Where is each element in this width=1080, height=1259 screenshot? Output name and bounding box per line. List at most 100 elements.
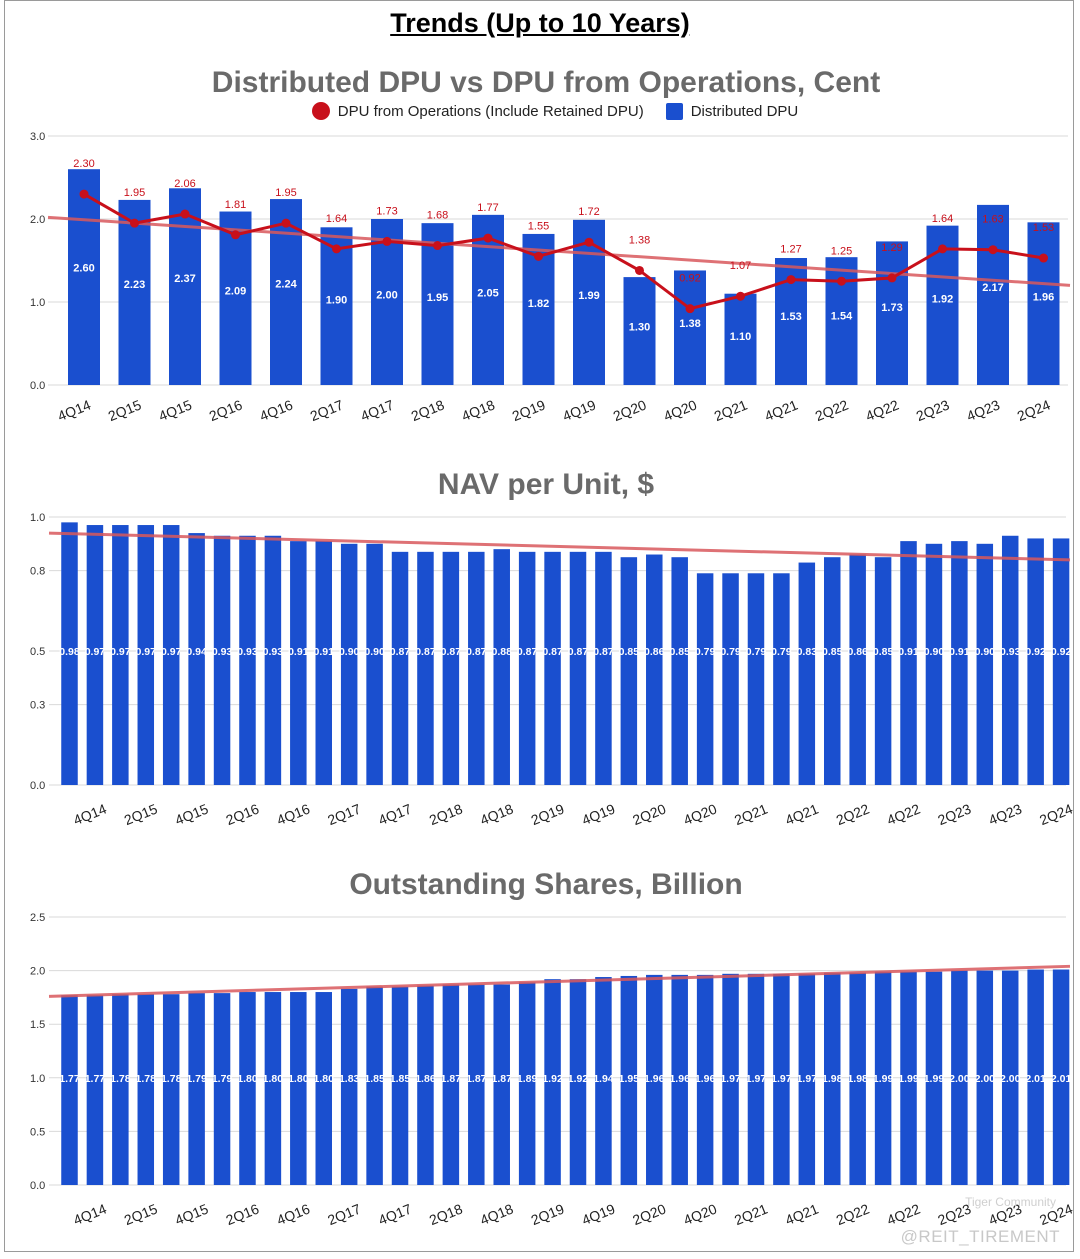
bar-value-label: 1.96 (669, 1073, 690, 1085)
bar-value-label: 1.92 (932, 293, 953, 305)
bar (1027, 222, 1060, 385)
bar (518, 982, 536, 1185)
x-tick-label: 4Q17 (376, 1200, 414, 1228)
line-point (433, 241, 442, 251)
bar-value-label: 2.23 (124, 279, 145, 291)
x-tick-label: 4Q16 (274, 1200, 312, 1228)
x-tick-label: 4Q16 (257, 396, 295, 424)
bar-value-label: 1.53 (780, 311, 801, 323)
bar-value-label: 0.87 (415, 646, 436, 658)
bar-value-label: 1.30 (629, 322, 650, 334)
bar (773, 973, 790, 1185)
bar (798, 562, 816, 785)
bar-value-label: 1.96 (1033, 292, 1054, 304)
chart-frame (4, 0, 1074, 1252)
legend-square-icon (665, 102, 683, 120)
line-value-label: 1.72 (578, 206, 599, 218)
bar (61, 522, 78, 785)
bar-value-label: 2.24 (275, 279, 297, 291)
legend-item-dpu-operations: DPU from Operations (Include Retained DP… (311, 102, 644, 120)
bar-value-label: 1.10 (730, 331, 751, 343)
x-tick-label: 4Q19 (579, 800, 617, 828)
x-tick-label: 4Q14 (71, 800, 109, 828)
bar-value-label: 2.01 (1025, 1073, 1046, 1085)
bar (315, 541, 332, 785)
bar-value-label: 1.80 (263, 1073, 284, 1085)
bar (1027, 969, 1044, 1185)
x-tick-label: 4Q22 (863, 396, 901, 424)
bar (722, 973, 739, 1185)
bar-value-label: 0.97 (161, 646, 182, 658)
watermark-secondary: Tiger Community (965, 1195, 1056, 1209)
x-tick-label: 2Q21 (732, 1200, 770, 1228)
bar (442, 551, 460, 785)
line-value-label: 1.38 (629, 234, 650, 246)
bar (493, 984, 510, 1185)
bar (417, 551, 434, 785)
bar-value-label: 2.17 (982, 282, 1003, 294)
bar-value-label: 0.83 (797, 646, 818, 658)
bar (137, 525, 155, 785)
x-tick-label: 2Q22 (834, 800, 872, 828)
y-tick-label: 0.0 (30, 1180, 45, 1192)
bar-value-label: 1.87 (492, 1073, 513, 1085)
bar-value-label: 0.90 (924, 646, 945, 658)
line-point (180, 209, 190, 219)
bar (112, 994, 129, 1185)
bar-value-label: 1.99 (873, 1073, 894, 1085)
bar (112, 525, 129, 785)
line-point (786, 275, 796, 285)
bar (86, 525, 104, 785)
x-tick-label: 2Q20 (630, 1200, 668, 1228)
bar (417, 985, 434, 1185)
bar (421, 223, 454, 385)
bar-value-label: 0.86 (644, 646, 665, 658)
bar (290, 541, 307, 785)
x-tick-label: 2Q18 (427, 800, 465, 828)
bar (1052, 969, 1070, 1185)
line-point (988, 245, 998, 255)
bar (188, 993, 205, 1185)
bar-value-label: 0.87 (466, 646, 487, 658)
bar-value-label: 0.85 (619, 646, 640, 658)
legend-dot-icon (311, 102, 330, 120)
line-value-label: 1.07 (730, 260, 751, 272)
bar (239, 535, 256, 785)
bar (118, 199, 151, 385)
chart-title-nav: NAV per Unit, $ (437, 468, 655, 501)
bar-value-label: 1.87 (441, 1073, 462, 1085)
legend-dpu: DPU from Operations (Include Retained DP… (0, 102, 1080, 120)
bar-value-label: 0.93 (263, 646, 284, 658)
line-point (938, 244, 947, 254)
bar (188, 533, 205, 785)
bar (86, 995, 104, 1185)
bar (366, 543, 383, 785)
bar-value-label: 0.88 (492, 646, 513, 658)
bar-value-label: 0.98 (59, 646, 80, 658)
line-value-label: 1.29 (881, 242, 902, 254)
line-point (584, 237, 594, 247)
bar (290, 992, 307, 1185)
line-point (534, 251, 543, 261)
bar (824, 972, 841, 1185)
line-value-label: 1.64 (326, 213, 347, 225)
bar-value-label: 0.85 (822, 646, 843, 658)
bar-value-label: 0.93 (237, 646, 258, 658)
bar-value-label: 0.87 (542, 646, 563, 658)
bar-value-label: 1.73 (881, 302, 902, 314)
bar (518, 551, 536, 785)
bar-value-label: 0.97 (85, 646, 106, 658)
bar (162, 525, 180, 785)
bar (137, 994, 155, 1185)
bar-value-label: 1.99 (898, 1073, 919, 1085)
bar (849, 972, 866, 1185)
bar-value-label: 1.83 (339, 1073, 360, 1085)
bar (61, 995, 78, 1185)
x-tick-label: 2Q19 (529, 800, 567, 828)
bar-value-label: 2.00 (949, 1073, 970, 1085)
bar (569, 979, 587, 1185)
bar-value-label: 0.90 (975, 646, 996, 658)
x-tick-label: 4Q19 (579, 1200, 617, 1228)
bar (169, 188, 201, 385)
bar (493, 549, 510, 785)
